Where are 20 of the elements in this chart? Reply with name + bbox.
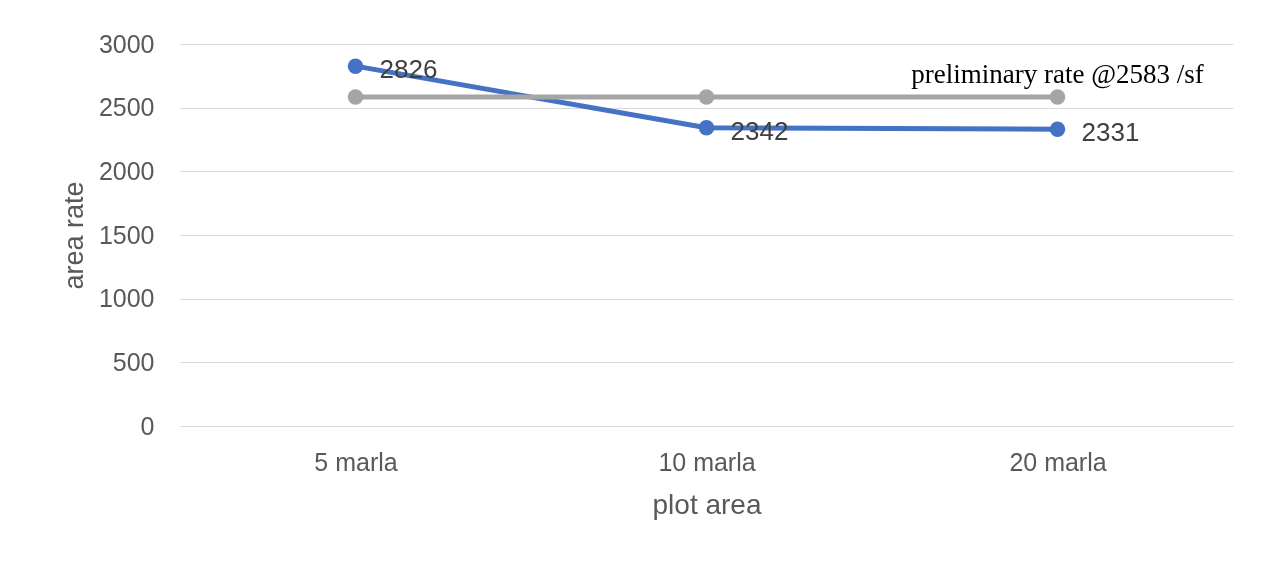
data-label: 2331 xyxy=(1081,117,1140,148)
x-tick-label: 5 marla xyxy=(314,447,398,476)
point xyxy=(1049,89,1066,105)
y-axis-title: area rate xyxy=(58,181,89,290)
y-tick-label: 500 xyxy=(112,347,155,376)
x-tick-label: 10 marla xyxy=(658,447,756,476)
y-tick-label: 3000 xyxy=(98,29,155,58)
y-tick-label: 2500 xyxy=(98,93,155,122)
y-tick-label: 1000 xyxy=(98,284,155,313)
point xyxy=(698,89,715,105)
x-tick-label: 20 marla xyxy=(1009,447,1107,476)
y-tick-label: 0 xyxy=(140,411,155,440)
point xyxy=(347,58,364,74)
series-label: preliminary rate @2583 /sf xyxy=(911,59,1204,90)
point xyxy=(698,120,715,136)
x-axis-title: plot area xyxy=(652,488,762,520)
y-tick-label: 1500 xyxy=(98,220,155,249)
point xyxy=(1049,121,1066,137)
point xyxy=(347,89,364,105)
y-tick-label: 2000 xyxy=(98,156,155,185)
